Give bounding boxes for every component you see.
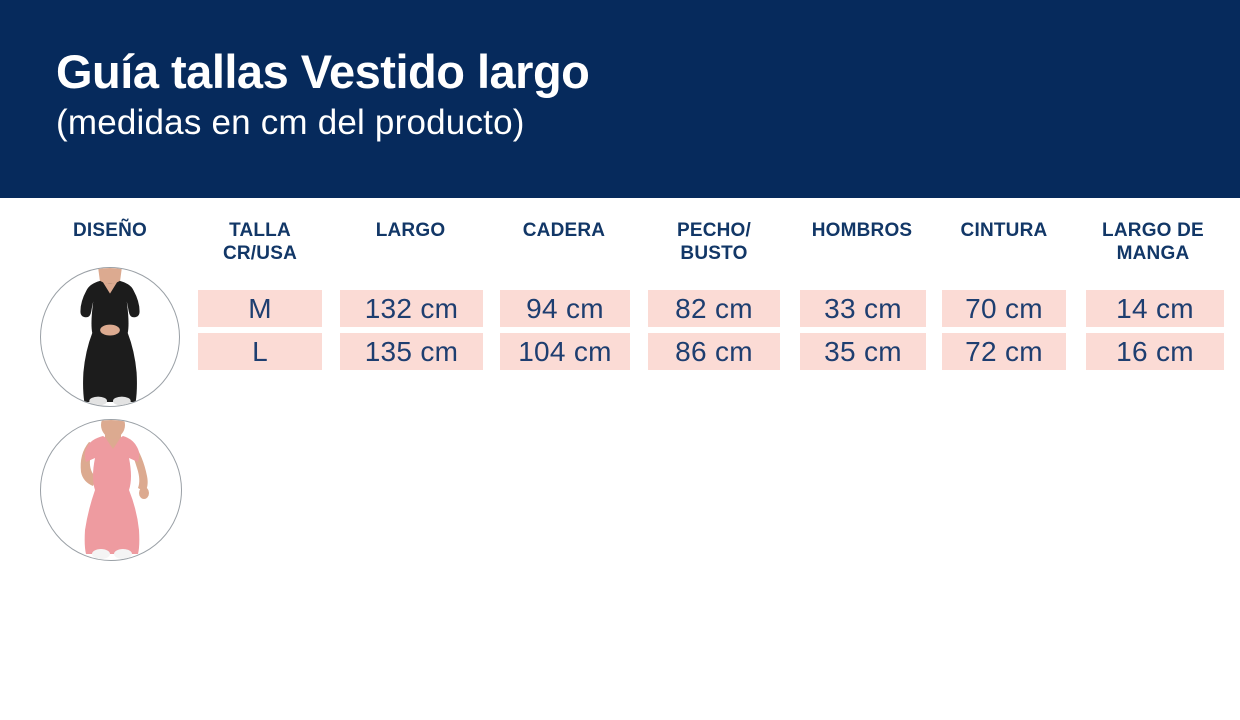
- design-thumbnail-pink-dress: [40, 419, 182, 561]
- cell-largo-m: 132 cm: [340, 290, 483, 327]
- column-header-largo: LARGO: [375, 220, 446, 241]
- cell-cintura-m: 70 cm: [942, 290, 1066, 327]
- cell-cintura-l: 72 cm: [942, 333, 1066, 370]
- column-header-cadera: CADERA: [522, 220, 606, 241]
- column-header-pecho-busto: PECHO/ BUSTO: [676, 220, 752, 264]
- cell-hombros-l: 35 cm: [800, 333, 926, 370]
- column-header-hombros: HOMBROS: [811, 220, 913, 241]
- cell-manga-m: 14 cm: [1086, 290, 1224, 327]
- column-header-largo-de-manga: LARGO DE MANGA: [1102, 220, 1204, 264]
- cell-pecho-m: 82 cm: [648, 290, 780, 327]
- column-header-diseno: DISEÑO: [72, 220, 148, 241]
- column-header-talla: TALLA CR/USA: [222, 220, 298, 264]
- cell-largo-l: 135 cm: [340, 333, 483, 370]
- cell-pecho-l: 86 cm: [648, 333, 780, 370]
- page-title: Guía tallas Vestido largo: [56, 45, 590, 98]
- design-thumbnail-black-dress: [40, 267, 180, 407]
- cell-cadera-m: 94 cm: [500, 290, 630, 327]
- column-header-cintura: CINTURA: [960, 220, 1048, 241]
- title-banner: Guía tallas Vestido largo (medidas en cm…: [0, 0, 1240, 198]
- cell-manga-l: 16 cm: [1086, 333, 1224, 370]
- model-black-long-dress-image: [80, 268, 140, 406]
- page-subtitle: (medidas en cm del producto): [56, 103, 525, 142]
- cell-hombros-m: 33 cm: [800, 290, 926, 327]
- model-pink-long-dress-image: [80, 420, 149, 559]
- cell-talla-l: L: [198, 333, 322, 370]
- cell-cadera-l: 104 cm: [500, 333, 630, 370]
- cell-talla-m: M: [198, 290, 322, 327]
